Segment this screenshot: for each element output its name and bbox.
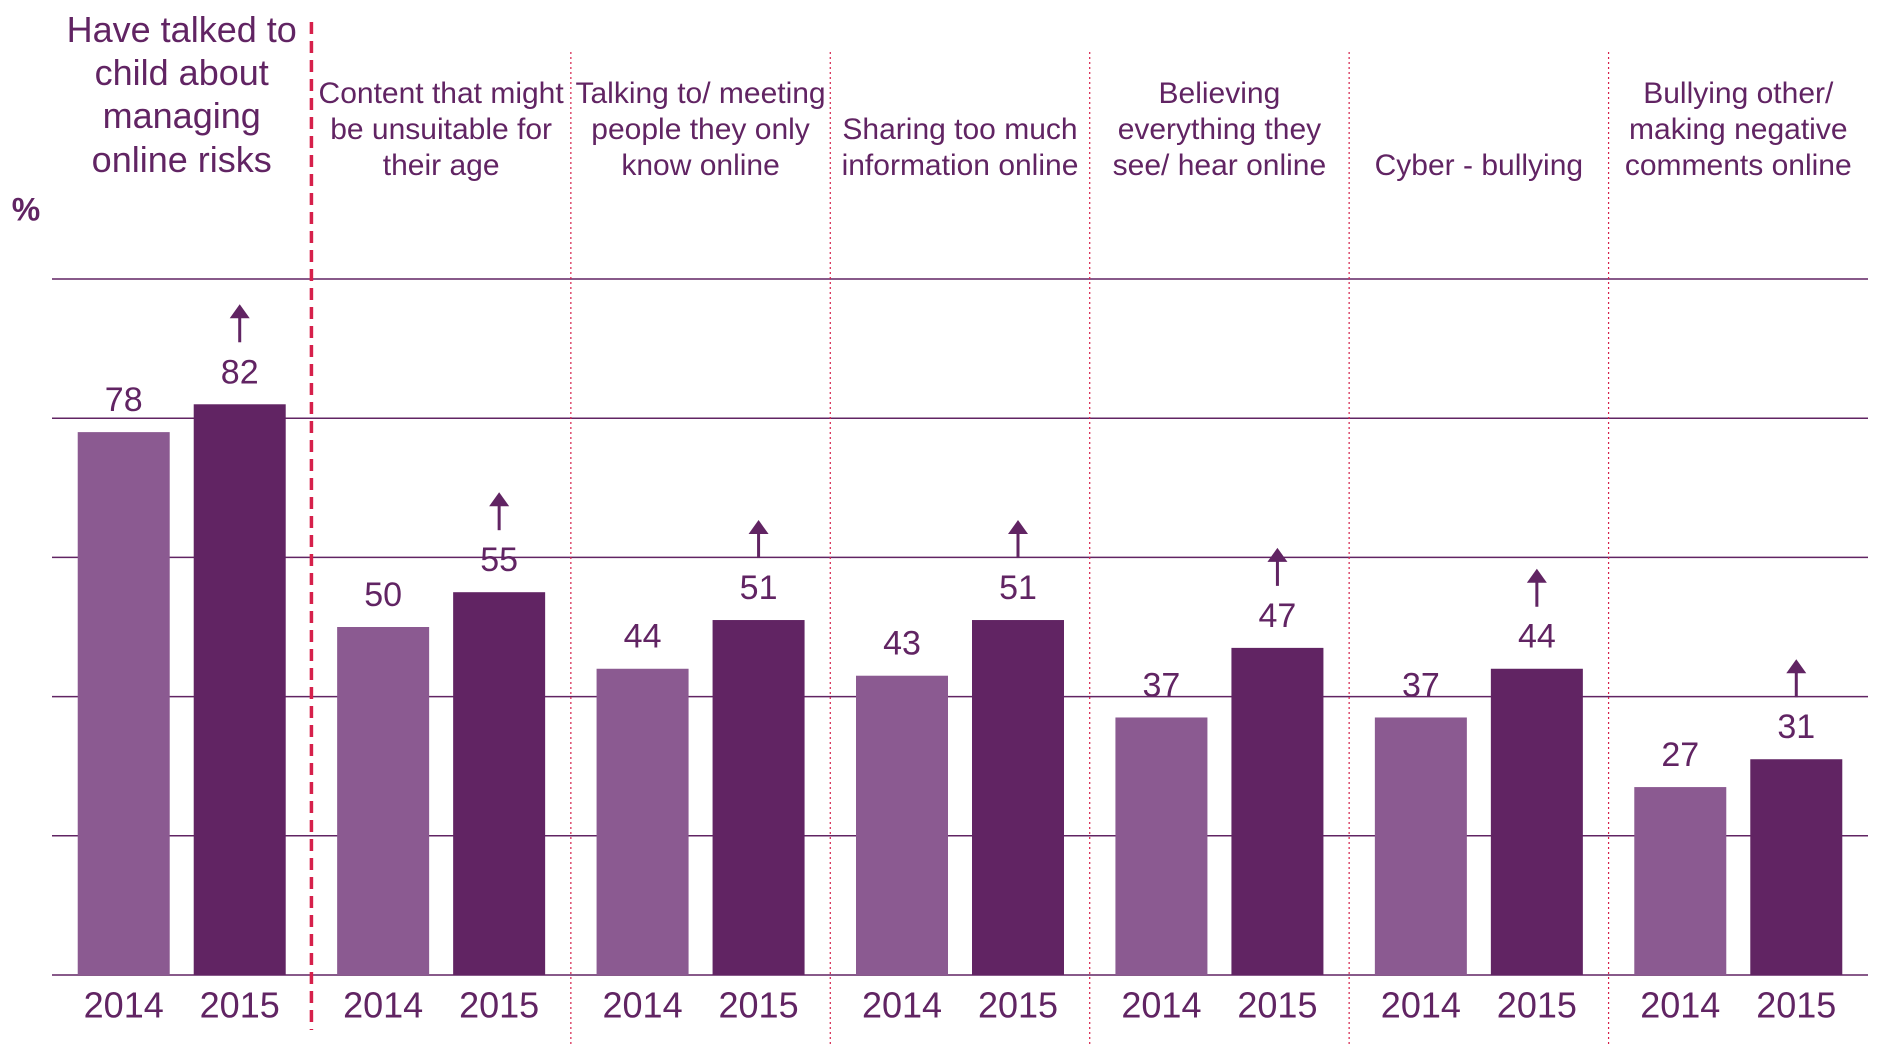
category-label: Content that might be unsuitable for the… — [318, 77, 564, 182]
value-label: 44 — [1518, 618, 1556, 656]
bar — [1231, 647, 1324, 975]
bar — [972, 620, 1064, 975]
y-axis-label: % — [12, 191, 40, 227]
value-label: 37 — [1402, 666, 1440, 704]
arrow-head — [1526, 568, 1547, 583]
value-label: 27 — [1661, 736, 1699, 774]
value-label: 55 — [480, 541, 518, 579]
bar — [77, 432, 170, 975]
x-tick-label: 2015 — [459, 985, 539, 1026]
value-label: 44 — [624, 618, 662, 656]
category-label: Talking to/ meeting people they only kno… — [575, 77, 826, 182]
arrow-head — [748, 520, 769, 535]
bar — [1490, 668, 1583, 975]
arrow-head — [489, 492, 510, 507]
bar — [1750, 759, 1843, 975]
arrow-head — [1786, 659, 1807, 674]
category-label: Cyber - bullying — [1374, 149, 1584, 182]
x-tick-label: 2014 — [84, 985, 164, 1026]
value-label: 43 — [883, 625, 921, 663]
category-label: Have talked to child about managing onli… — [66, 9, 297, 180]
x-tick-label: 2015 — [719, 985, 799, 1026]
bar — [856, 675, 948, 975]
x-tick-label: 2015 — [1237, 985, 1317, 1026]
arrow-head — [1267, 547, 1288, 562]
value-label: 82 — [221, 353, 259, 391]
bar — [453, 592, 546, 975]
category-label: Bullying other/ making negative comments… — [1624, 77, 1852, 182]
x-tick-label: 2014 — [603, 985, 683, 1026]
x-tick-label: 2014 — [1640, 985, 1720, 1026]
category-label: Sharing too much information online — [841, 113, 1079, 182]
x-tick-label: 2015 — [1756, 985, 1836, 1026]
bar — [712, 620, 805, 975]
arrow-head — [1008, 520, 1028, 535]
value-label: 37 — [1143, 666, 1181, 704]
x-tick-label: 2014 — [1121, 985, 1201, 1026]
bar — [1374, 717, 1467, 975]
value-label: 78 — [105, 381, 143, 419]
value-label: 31 — [1777, 708, 1815, 746]
value-label: 51 — [740, 569, 778, 607]
x-tick-label: 2014 — [343, 985, 423, 1026]
arrow-head — [229, 304, 250, 319]
x-tick-label: 2014 — [1381, 985, 1461, 1026]
category-label: Believing everything they see/ hear onli… — [1112, 77, 1327, 182]
value-label: 47 — [1259, 597, 1297, 635]
x-tick-label: 2015 — [1497, 985, 1577, 1026]
bar — [193, 404, 286, 975]
x-tick-label: 2014 — [862, 985, 942, 1026]
bar — [1115, 717, 1208, 975]
bar — [596, 668, 689, 975]
value-label: 50 — [364, 576, 402, 614]
x-tick-label: 2015 — [200, 985, 280, 1026]
x-tick-label: 2015 — [978, 985, 1058, 1026]
bar — [1634, 787, 1727, 975]
value-label: 51 — [999, 569, 1037, 607]
bar — [337, 627, 430, 975]
